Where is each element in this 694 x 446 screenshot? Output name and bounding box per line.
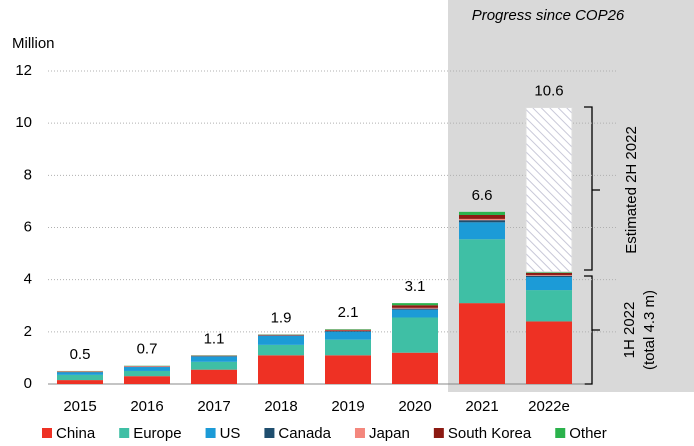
data-label: 6.6 <box>472 187 493 204</box>
bar-segment <box>57 371 103 373</box>
data-label: 1.9 <box>271 309 292 326</box>
data-label: 1.1 <box>204 330 225 347</box>
legend-label: Europe <box>133 425 181 442</box>
bar-segment <box>459 222 505 240</box>
y-tick-label: 4 <box>24 271 32 288</box>
bar-segment <box>325 355 371 384</box>
bar-segment <box>258 344 304 356</box>
x-tick-label: 2019 <box>331 398 364 415</box>
bar-segment <box>392 305 438 308</box>
bar-segment <box>526 277 572 291</box>
legend-label: Japan <box>369 425 410 442</box>
bar-segment <box>392 317 438 353</box>
bar-segment <box>258 335 304 337</box>
bar-segment <box>124 366 170 367</box>
bar-segment <box>57 374 103 381</box>
y-axis-label: Million <box>12 35 55 52</box>
data-label: 10.6 <box>534 82 563 99</box>
bar-segment <box>57 372 103 375</box>
bar-segment <box>325 339 371 356</box>
data-label: 0.7 <box>137 341 158 358</box>
estimate-annotation: Estimated 2H 2022 <box>623 126 640 254</box>
bar-segment <box>124 367 170 371</box>
bar-segment <box>392 307 438 309</box>
bar-segment <box>124 376 170 384</box>
bar-segment <box>191 356 237 357</box>
bar-segment <box>325 331 371 340</box>
bar-segment <box>258 334 304 336</box>
y-tick-label: 6 <box>24 218 32 235</box>
bar-segment <box>191 369 237 384</box>
bar-segment <box>258 355 304 384</box>
bar-segment <box>191 356 237 362</box>
legend-swatch <box>555 428 566 438</box>
legend-label: US <box>220 425 241 442</box>
data-label: 3.1 <box>405 278 426 295</box>
legend-swatch <box>264 428 275 438</box>
x-tick-label: 2016 <box>130 398 163 415</box>
bar-segment <box>191 361 237 370</box>
x-tick-label: 2020 <box>398 398 431 415</box>
bar-segment <box>526 321 572 384</box>
bar-segment <box>526 271 572 273</box>
bar-segment <box>325 331 371 332</box>
panel-title: Progress since COP26 <box>472 7 625 24</box>
bar-segment <box>459 211 505 215</box>
x-tick-label: 2015 <box>63 398 96 415</box>
x-tick-label: 2018 <box>264 398 297 415</box>
legend-label: China <box>56 425 96 442</box>
legend-swatch <box>433 428 444 438</box>
x-tick-label: 2021 <box>465 398 498 415</box>
y-tick-label: 8 <box>24 166 32 183</box>
bar-segment <box>526 275 572 278</box>
y-tick-label: 0 <box>24 375 32 392</box>
bar-segment <box>392 303 438 306</box>
bar-segment <box>459 239 505 304</box>
bracket <box>584 106 600 271</box>
legend-swatch <box>354 428 365 438</box>
bar-segment <box>459 214 505 219</box>
legend-swatch <box>119 428 130 438</box>
bar-segment <box>57 380 103 384</box>
legend-label: Other <box>569 425 607 442</box>
x-tick-label: 2017 <box>197 398 230 415</box>
data-label: 2.1 <box>338 304 359 321</box>
x-tick-label: 2022e <box>528 398 570 415</box>
bar-segment <box>459 303 505 384</box>
bar-segment <box>325 330 371 332</box>
half-annotation: (total 4.3 m) <box>641 290 658 370</box>
y-tick-label: 10 <box>15 114 32 131</box>
bracket <box>584 275 600 385</box>
bar-segment <box>459 220 505 223</box>
bar-segment <box>392 352 438 384</box>
bar-segment <box>325 329 371 330</box>
bar-segment <box>459 218 505 221</box>
estimate-segment <box>525 107 573 273</box>
y-tick-label: 2 <box>24 323 32 340</box>
data-label: 0.5 <box>70 346 91 363</box>
half-annotation: 1H 2022 <box>621 302 638 359</box>
bar-segment <box>258 336 304 345</box>
legend-swatch <box>205 428 216 438</box>
y-tick-label: 12 <box>15 62 32 79</box>
bar-segment <box>325 329 371 331</box>
legend-label: Canada <box>278 425 331 442</box>
bar-segment <box>392 308 438 310</box>
legend-label: South Korea <box>448 425 532 442</box>
bar-segment <box>124 370 170 377</box>
bar-segment <box>526 272 572 275</box>
bar-segment <box>392 309 438 318</box>
legend-swatch <box>42 428 52 438</box>
bar-segment <box>526 274 572 276</box>
bar-segment <box>526 290 572 322</box>
